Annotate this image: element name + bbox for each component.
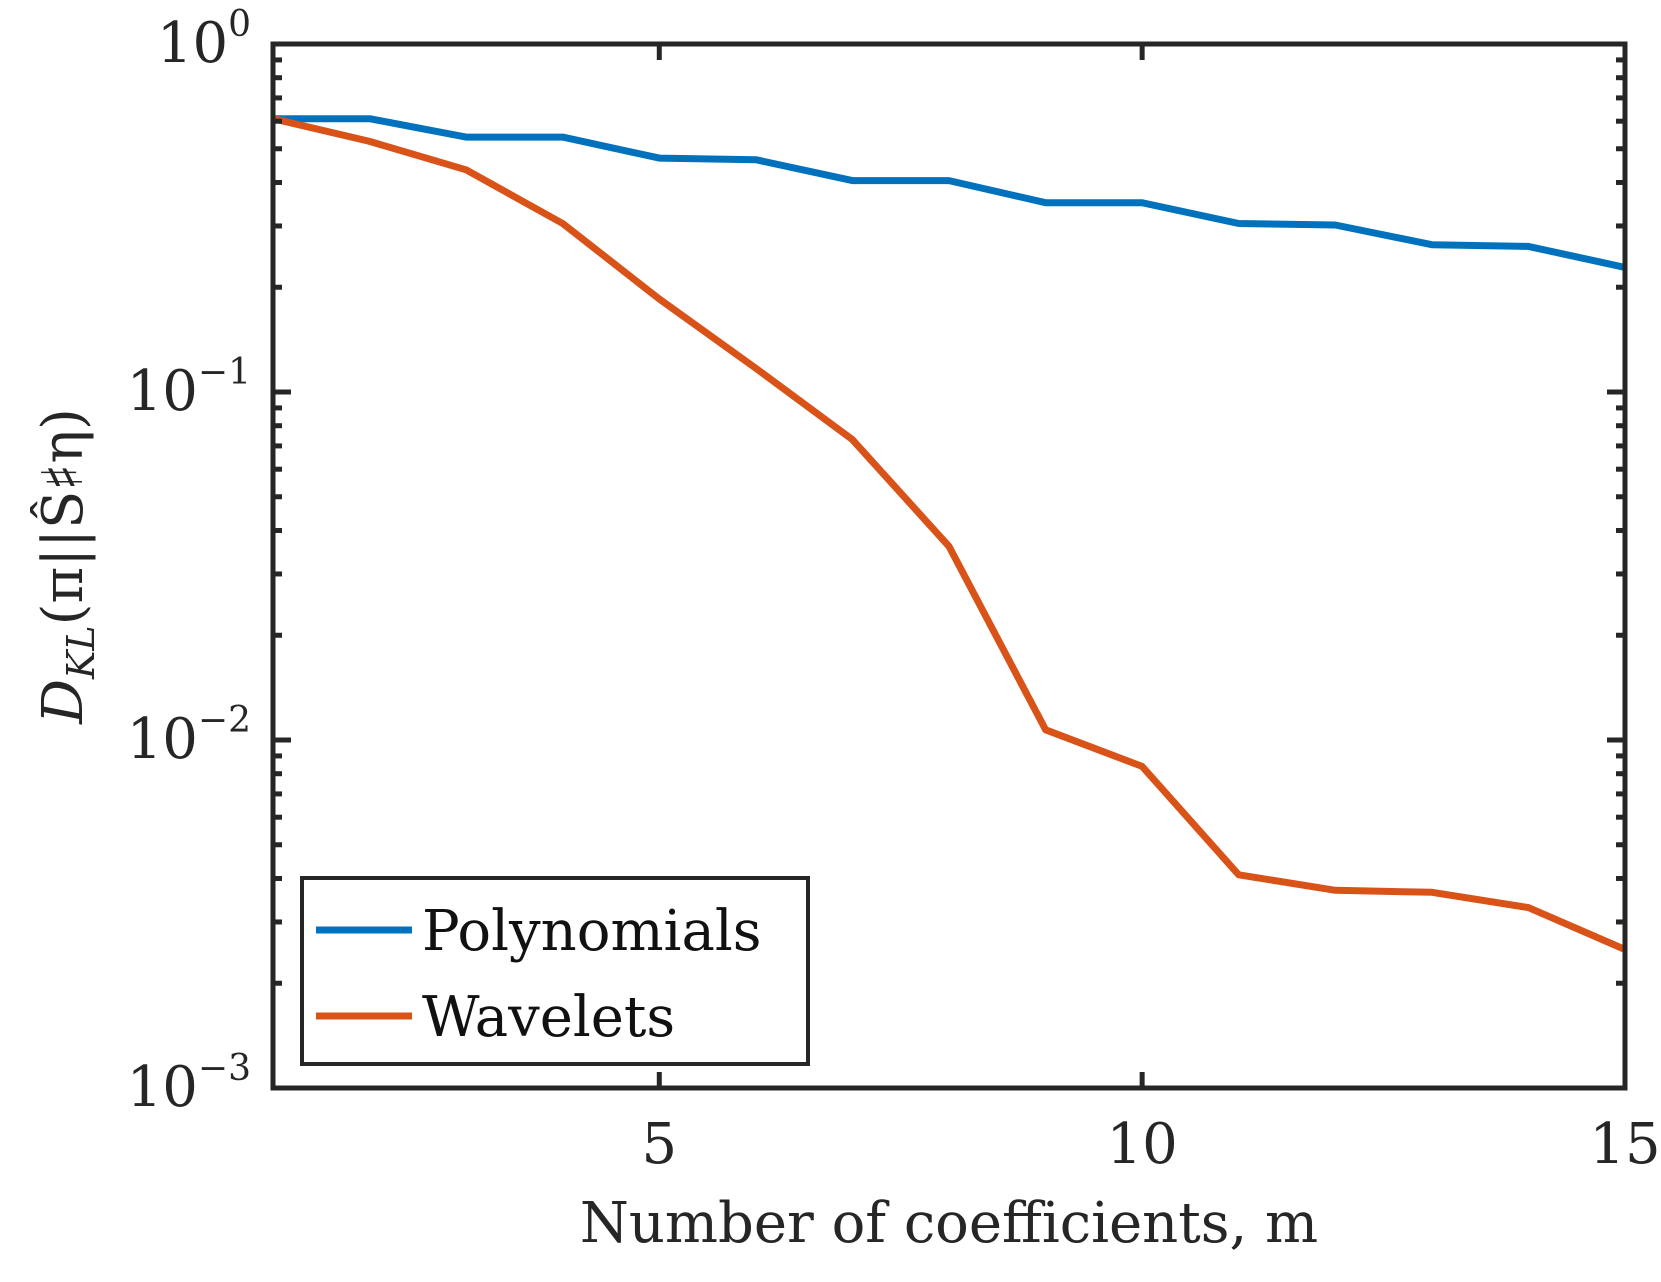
legend-label-wavelets: Wavelets <box>422 985 675 1050</box>
y-axis-title: DKL(π||Ŝ♯η) <box>29 408 103 725</box>
series-line-wavelets <box>272 115 1627 953</box>
y-tick-label: 10−2 <box>127 700 251 772</box>
y-tick-label: 100 <box>157 4 251 76</box>
y-tick-labels: 10−3 10−2 10−1 100 <box>127 4 251 1120</box>
y-axis-title-args: (π||Ŝ♯η) <box>29 408 96 625</box>
x-tick-labels: 5 10 15 <box>641 1112 1660 1177</box>
y-axis-title-main: D <box>31 679 96 725</box>
y-axis-title-sub: KL <box>59 625 103 680</box>
axes-layer <box>270 41 1628 1091</box>
x-tick-label: 10 <box>1107 1112 1178 1177</box>
y-tick-label: 10−3 <box>127 1048 251 1120</box>
x-tick-label: 5 <box>641 1112 677 1177</box>
x-tick-label: 15 <box>1589 1112 1660 1177</box>
x-axis-title-text: Number of coefficients, m <box>580 1191 1318 1256</box>
x-axis-title: Number of coefficients, m <box>580 1191 1318 1256</box>
legend-label-polynomials: Polynomials <box>422 899 762 964</box>
legend-box <box>300 876 810 1066</box>
legend: Polynomials Wavelets <box>300 876 810 1066</box>
y-tick-label: 10−1 <box>127 352 251 424</box>
series-line-polynomials <box>273 115 1626 271</box>
series-layer <box>272 115 1627 953</box>
axes-box <box>270 41 1628 1091</box>
